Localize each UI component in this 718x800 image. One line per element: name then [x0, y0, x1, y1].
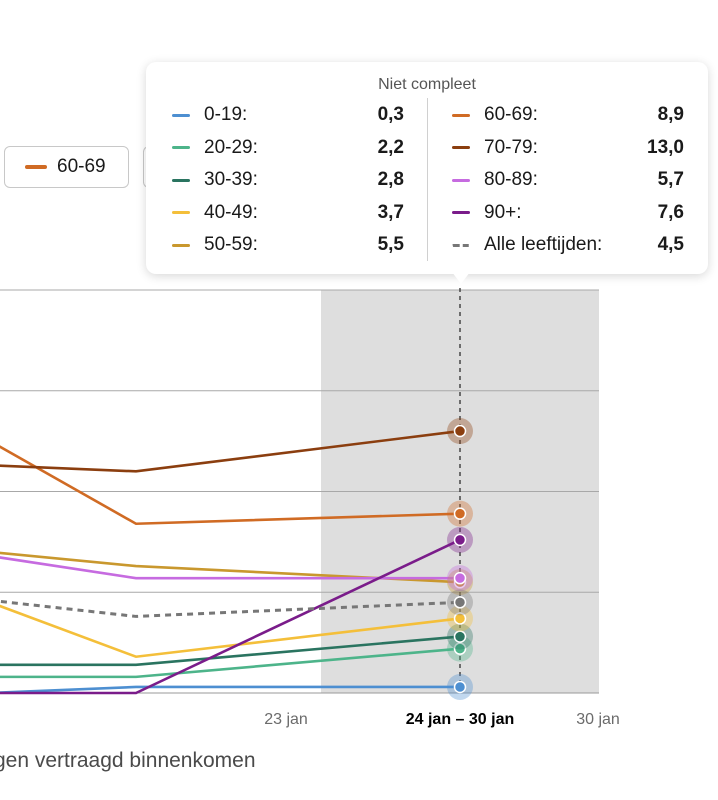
hover-point: [453, 596, 467, 609]
tooltip-row-value: 8,9: [657, 104, 684, 126]
tooltip-row-label: 0-19:: [204, 104, 248, 126]
x-axis-ticks: 23 jan 24 jan – 30 jan 30 jan: [264, 711, 620, 728]
tooltip-row: 50-59: 5,5: [172, 229, 404, 262]
tooltip-row-value: 0,3: [377, 104, 404, 126]
tooltip-row: 30-39: 2,8: [172, 164, 404, 197]
tooltip-series-marker: [172, 178, 190, 182]
tooltip-row-label: 50-59:: [204, 234, 258, 256]
tooltip-row-label: 30-39:: [204, 169, 258, 191]
series-line: [0, 556, 460, 580]
tooltip-row: 60-69: 8,9: [452, 99, 684, 132]
hover-point: [453, 612, 467, 625]
tooltip-row-value: 5,7: [657, 169, 684, 191]
chart-footnote: gen vertraagd binnenkomen: [0, 749, 256, 772]
x-tick-label: 23 jan: [264, 711, 308, 728]
tooltip-row-label: 40-49:: [204, 201, 258, 223]
series-line: [0, 445, 461, 526]
tooltip-row-value: 13,0: [647, 136, 684, 158]
legend-button-label: 60-69: [57, 156, 106, 177]
hover-point: [453, 424, 467, 438]
tooltip-row-label: 90+:: [484, 201, 522, 223]
tooltip-series-marker: [172, 243, 190, 247]
x-tick-label: 24 jan – 30 jan: [406, 711, 515, 728]
tooltip-row: 0-19: 0,3: [172, 99, 404, 132]
tooltip-row-value: 2,2: [377, 136, 404, 158]
tooltip-series-marker: [452, 211, 470, 215]
legend-swatch: [25, 165, 47, 169]
tooltip-series-marker: [452, 113, 470, 117]
hover-point: [453, 642, 467, 655]
series-line: [0, 604, 461, 659]
tooltip-series-marker: [452, 178, 470, 182]
x-tick-label: 30 jan: [576, 711, 620, 728]
tooltip-column-left: 0-19: 0,3 20-29: 2,2 30-39: 2,8 40-49: 3,7 50-59…: [172, 99, 404, 262]
hover-point: [453, 571, 467, 585]
tooltip-series-marker: [452, 243, 470, 247]
tooltip-arrow: [452, 272, 470, 284]
hover-markers: [447, 418, 473, 700]
hover-tooltip: Niet compleet 0-19: 0,3 20-29: 2,2 30-39: 2,8…: [146, 62, 708, 274]
tooltip-row-label: 80-89:: [484, 169, 538, 191]
tooltip-row: 80-89: 5,7: [452, 164, 684, 197]
tooltip-row-value: 2,8: [377, 169, 404, 191]
tooltip-row: 90+: 7,6: [452, 197, 684, 230]
tooltip-row: 20-29: 2,2: [172, 132, 404, 165]
tooltip-row: 40-49: 3,7: [172, 197, 404, 230]
tooltip-title: Niet compleet: [378, 76, 476, 93]
hover-point: [453, 507, 467, 520]
series-line: [0, 685, 460, 694]
tooltip-row-label: 70-79:: [484, 136, 538, 158]
tooltip-series-marker: [172, 211, 190, 215]
series-line: [0, 429, 461, 473]
tooltip-row-label: 20-29:: [204, 136, 258, 158]
tooltip-row-label: Alle leeftijden:: [484, 234, 603, 256]
series-line: [0, 538, 461, 695]
hover-point: [453, 533, 467, 547]
series-line: [0, 635, 461, 667]
tooltip-row: 70-79: 13,0: [452, 132, 684, 165]
tooltip-divider: [427, 98, 428, 261]
series-lines: [0, 429, 461, 695]
tooltip-row-value: 3,7: [377, 201, 404, 223]
legend-button-60-69[interactable]: 60-69: [4, 146, 129, 188]
tooltip-column-right: 60-69: 8,9 70-79: 13,0 80-89: 5,7 90+: 7,6 Alle …: [452, 99, 684, 262]
tooltip-row-label: 60-69:: [484, 104, 538, 126]
hover-point: [453, 680, 467, 694]
hover-point: [453, 630, 467, 643]
tooltip-row-value: 5,5: [377, 234, 404, 256]
series-line: [0, 551, 461, 584]
tooltip-row: Alle leeftijden: 4,5: [452, 229, 684, 262]
tooltip-series-marker: [452, 146, 470, 150]
series-line: [0, 599, 461, 618]
tooltip-series-marker: [172, 146, 190, 150]
tooltip-row-value: 4,5: [657, 234, 684, 256]
gridlines: [0, 289, 599, 694]
tooltip-row-value: 7,6: [657, 201, 684, 223]
series-line: [0, 647, 461, 679]
tooltip-series-marker: [172, 113, 190, 117]
